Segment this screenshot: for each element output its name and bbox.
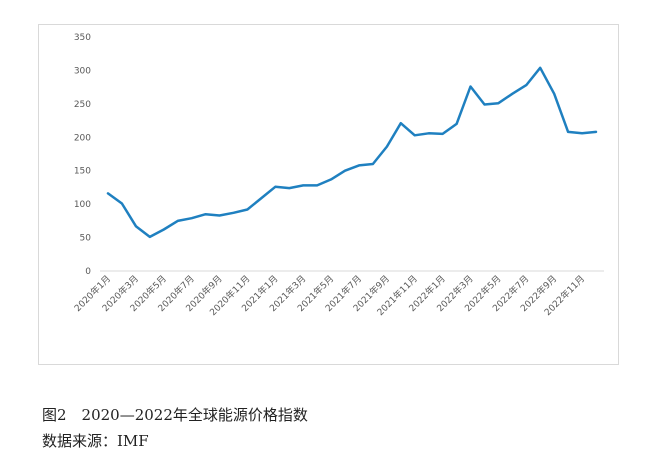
x-axis-tick-labels: 2020年1月2020年3月2020年5月2020年7月2020年9月2020年…	[72, 273, 588, 319]
line-chart: 0 50 100 150 200 250 300 350 2020年1月2020年3月2020…	[72, 33, 604, 319]
y-tick-label: 350	[74, 33, 91, 43]
series-group	[106, 66, 598, 239]
chart-frame	[38, 24, 619, 365]
y-tick-label: 200	[74, 133, 91, 143]
y-tick-label: 300	[74, 66, 91, 76]
series-line	[106, 66, 598, 239]
y-tick-label: 250	[74, 100, 91, 110]
y-tick-label: 150	[74, 167, 91, 177]
figure-caption: 图2 2020—2022年全球能源价格指数	[42, 406, 308, 424]
source-note: 数据来源：IMF	[42, 432, 149, 450]
y-tick-label: 100	[74, 200, 91, 210]
y-tick-label: 50	[80, 234, 92, 244]
y-axis-ticks: 0 50 100 150 200 250 300 350	[74, 33, 91, 277]
y-tick-label: 0	[85, 267, 91, 277]
